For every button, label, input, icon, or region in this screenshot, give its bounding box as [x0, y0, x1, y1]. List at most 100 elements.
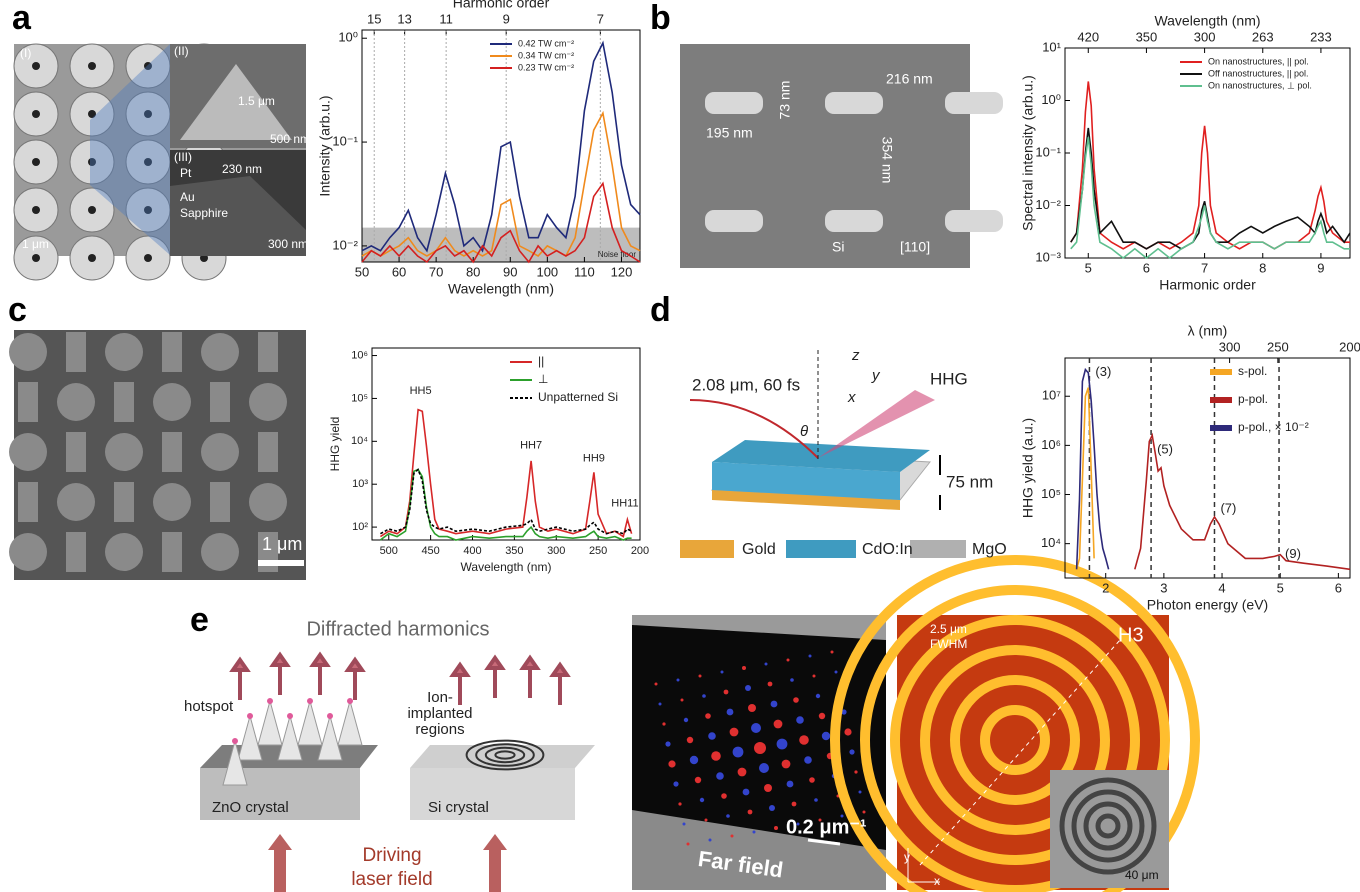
decoration	[698, 674, 702, 678]
decoration	[9, 333, 47, 371]
y-axis-label: Spectral intensity (arb.u.)	[1020, 75, 1036, 231]
decoration	[812, 674, 816, 678]
decoration	[105, 333, 143, 371]
decoration	[57, 483, 95, 521]
decoration	[737, 767, 747, 777]
x-axis-label: Wavelength (nm)	[461, 560, 552, 574]
y-axis-label: HHG yield (a.u.)	[1020, 418, 1036, 518]
legend-label: CdO:In	[862, 541, 913, 558]
decoration	[410, 745, 595, 768]
y-tick-label: 10⁻¹	[332, 134, 358, 149]
decoration	[790, 678, 794, 682]
decoration	[705, 713, 711, 719]
decoration	[950, 675, 1080, 805]
series-line	[379, 408, 633, 538]
decorations	[9, 43, 1200, 892]
decoration	[347, 698, 353, 704]
x-tick-label: 350	[505, 545, 523, 557]
x-tick-label: 250	[589, 545, 607, 557]
x2-tick-label: 9	[503, 11, 510, 26]
decoration	[267, 698, 273, 704]
decoration	[88, 254, 96, 262]
decoration	[720, 670, 724, 674]
x-tick-label: 4	[1218, 580, 1225, 595]
diagram-label: θ	[800, 423, 808, 440]
x-tick-label: 6	[1143, 260, 1150, 275]
series-line	[361, 110, 641, 258]
decoration	[309, 651, 331, 695]
decoration	[769, 805, 775, 811]
y-tick-label: 10⁰	[1041, 92, 1061, 107]
decoration	[704, 818, 708, 822]
decoration	[9, 533, 47, 571]
decoration	[726, 708, 734, 716]
image-label: (III)	[174, 150, 192, 164]
legend-label: s-pol.	[1238, 364, 1267, 378]
x-tick-label: 70	[429, 264, 443, 279]
plot-frame	[361, 29, 641, 263]
image-label: 2.5 μm	[930, 622, 967, 636]
decoration	[277, 714, 303, 761]
image-label: 0.2 μm⁻¹	[786, 816, 867, 838]
y-tick-label: 10⁴	[1041, 535, 1061, 550]
decoration	[88, 158, 96, 166]
diagram-label: regions	[415, 721, 464, 738]
image-label: x	[934, 874, 940, 888]
legend-label: MgO	[972, 541, 1007, 558]
decoration	[32, 62, 40, 70]
decoration	[14, 330, 306, 580]
noise-floor-label: Noise floor	[598, 250, 637, 259]
decoration	[726, 814, 730, 818]
decoration	[742, 788, 750, 796]
legend-label: Off nanostructures, || pol.	[1208, 68, 1309, 78]
y-tick-label: 10³	[352, 478, 368, 490]
decoration	[232, 738, 238, 744]
decoration	[105, 533, 143, 571]
y-axis-label: Intensity (arb.u.)	[317, 95, 333, 196]
image-label: 73 nm	[777, 81, 793, 120]
decoration	[773, 719, 783, 729]
decoration	[980, 705, 1050, 775]
image-label: 300 nm	[268, 237, 308, 251]
decoration	[114, 382, 134, 422]
decoration	[658, 702, 662, 706]
decoration	[162, 432, 182, 472]
decoration	[222, 739, 248, 786]
decoration	[860, 585, 1170, 892]
annotation: (9)	[1285, 546, 1301, 561]
x-tick-label: 6	[1335, 580, 1342, 595]
decoration	[144, 158, 152, 166]
decoration	[764, 662, 768, 666]
series-line	[1075, 387, 1095, 570]
decoration	[201, 333, 239, 371]
decoration	[840, 814, 844, 818]
decoration	[712, 462, 900, 500]
decoration	[247, 713, 253, 719]
decoration	[327, 713, 333, 719]
decoration	[153, 483, 191, 521]
series-line	[380, 468, 632, 535]
decoration	[465, 739, 545, 771]
y-tick-label: 10⁰	[338, 30, 358, 45]
decoration	[249, 483, 287, 521]
y-tick-label: 10⁻³	[1035, 249, 1061, 264]
image-label: H3	[1118, 624, 1144, 646]
panel-label: c	[8, 291, 27, 329]
y-tick-label: 10²	[352, 521, 368, 533]
series-line	[1134, 432, 1351, 571]
decoration	[297, 699, 323, 746]
decoration	[201, 433, 239, 471]
diagram-label: y	[871, 367, 881, 384]
legend-label: p-pol.	[1238, 392, 1268, 406]
decoration	[770, 700, 778, 708]
decoration	[809, 777, 815, 783]
decoration	[32, 158, 40, 166]
annotation: HH5	[410, 385, 432, 397]
y-tick-label: 10⁻²	[1035, 197, 1061, 212]
decoration	[686, 736, 694, 744]
legend-label: 0.23 TW cm⁻²	[518, 62, 574, 72]
panel-label: b	[650, 0, 671, 37]
decoration	[807, 838, 841, 846]
decoration	[862, 810, 866, 814]
decoration	[678, 802, 682, 806]
